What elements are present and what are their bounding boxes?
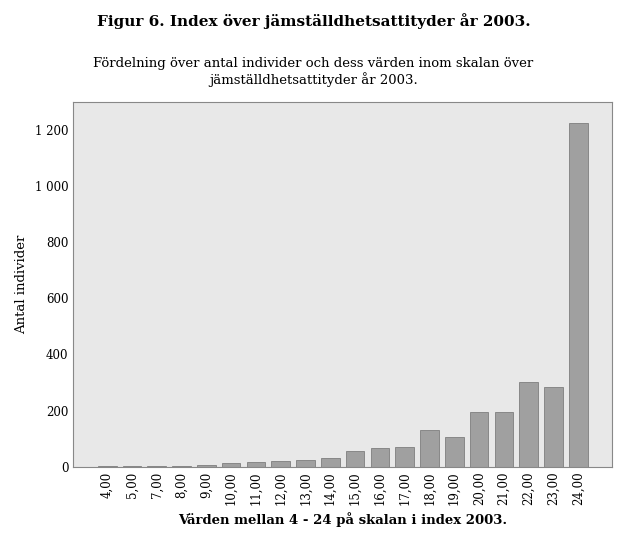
Bar [321,459,340,467]
Bar [396,447,414,467]
Bar [123,466,141,467]
Bar [420,430,439,467]
Bar [346,451,364,467]
Bar [271,461,290,467]
Bar [495,412,513,467]
Bar [544,387,562,467]
Text: Figur 6. Index över jämställdhetsattityder år 2003.: Figur 6. Index över jämställdhetsattityd… [97,14,530,29]
Bar [371,448,389,467]
Bar [98,466,117,467]
Text: Fördelning över antal individer och dess värden inom skalan över
jämställdhetsat: Fördelning över antal individer och dess… [93,57,534,87]
Bar [445,437,463,467]
Bar [147,466,166,467]
Bar [519,383,538,467]
Bar [470,412,488,467]
Bar [569,123,587,467]
Bar [172,466,191,467]
Y-axis label: Antal individer: Antal individer [15,235,28,334]
Bar [197,465,216,467]
Bar [296,460,315,467]
Bar [222,463,241,467]
Bar [246,462,265,467]
X-axis label: Värden mellan 4 - 24 på skalan i index 2003.: Värden mellan 4 - 24 på skalan i index 2… [178,512,507,527]
